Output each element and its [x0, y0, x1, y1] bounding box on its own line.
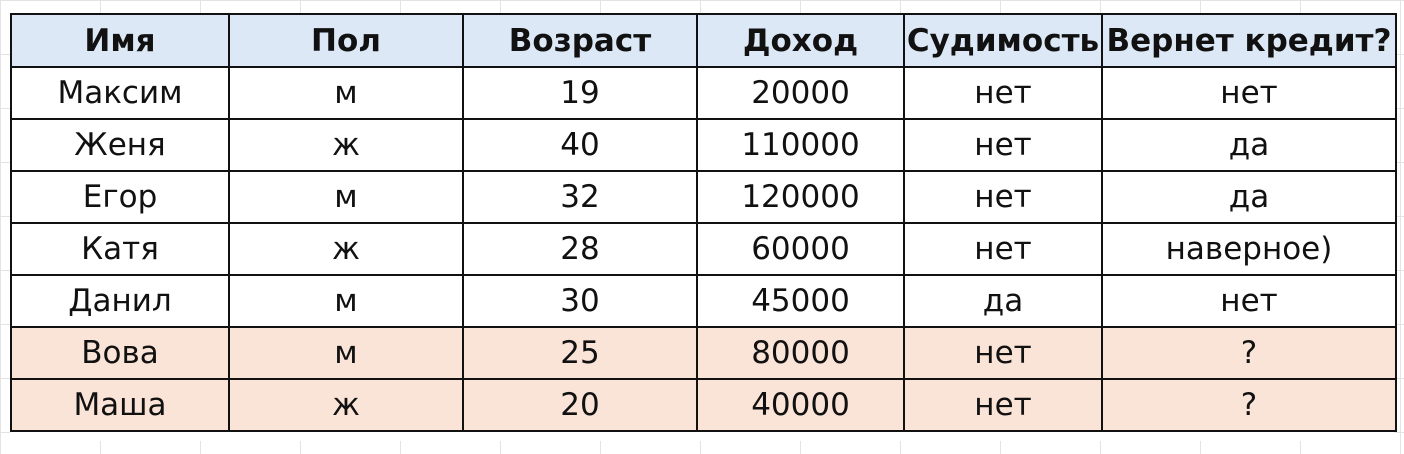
header-row: Имя Пол Возраст Доход Судимость Вернет к… — [10, 13, 1397, 68]
cell-income[interactable]: 120000 — [696, 170, 905, 224]
cell-conviction[interactable]: нет — [903, 66, 1103, 120]
cell-repay[interactable]: нет — [1101, 274, 1397, 328]
cell-conviction[interactable]: нет — [903, 222, 1103, 276]
cell-name[interactable]: Катя — [10, 222, 230, 276]
cell-repay[interactable]: ? — [1101, 378, 1397, 432]
cell-sex[interactable]: м — [228, 66, 464, 120]
cell-sex[interactable]: м — [228, 170, 464, 224]
cell-name[interactable]: Маша — [10, 378, 230, 432]
cell-repay[interactable]: да — [1101, 170, 1397, 224]
cell-conviction[interactable]: нет — [903, 118, 1103, 172]
cell-name[interactable]: Данил — [10, 274, 230, 328]
cell-income[interactable]: 20000 — [696, 66, 905, 120]
cell-name[interactable]: Максим — [10, 66, 230, 120]
cell-income[interactable]: 60000 — [696, 222, 905, 276]
cell-conviction[interactable]: нет — [903, 170, 1103, 224]
table-row: Егор м 32 120000 нет да — [10, 170, 1397, 224]
cell-income[interactable]: 45000 — [696, 274, 905, 328]
cell-age[interactable]: 20 — [462, 378, 698, 432]
cell-age[interactable]: 28 — [462, 222, 698, 276]
cell-sex[interactable]: ж — [228, 222, 464, 276]
cell-income[interactable]: 80000 — [696, 326, 905, 380]
cell-name[interactable]: Женя — [10, 118, 230, 172]
cell-conviction[interactable]: да — [903, 274, 1103, 328]
spreadsheet-table-area: Имя Пол Возраст Доход Судимость Вернет к… — [10, 13, 1397, 441]
cell-name[interactable]: Егор — [10, 170, 230, 224]
cell-conviction[interactable]: нет — [903, 378, 1103, 432]
credit-data-table: Имя Пол Возраст Доход Судимость Вернет к… — [10, 13, 1397, 432]
cell-sex[interactable]: ж — [228, 378, 464, 432]
cell-repay[interactable]: наверное) — [1101, 222, 1397, 276]
cell-sex[interactable]: ж — [228, 118, 464, 172]
cell-repay[interactable]: да — [1101, 118, 1397, 172]
header-sex[interactable]: Пол — [228, 13, 464, 68]
cell-income[interactable]: 40000 — [696, 378, 905, 432]
cell-sex[interactable]: м — [228, 326, 464, 380]
cell-income[interactable]: 110000 — [696, 118, 905, 172]
table-row: Вова м 25 80000 нет ? — [10, 326, 1397, 380]
header-age[interactable]: Возраст — [462, 13, 698, 68]
table-row: Максим м 19 20000 нет нет — [10, 66, 1397, 120]
cell-repay[interactable]: нет — [1101, 66, 1397, 120]
cell-repay[interactable]: ? — [1101, 326, 1397, 380]
cell-sex[interactable]: м — [228, 274, 464, 328]
cell-conviction[interactable]: нет — [903, 326, 1103, 380]
cell-age[interactable]: 19 — [462, 66, 698, 120]
cell-name[interactable]: Вова — [10, 326, 230, 380]
cell-age[interactable]: 30 — [462, 274, 698, 328]
header-conviction[interactable]: Судимость — [903, 13, 1103, 68]
cell-age[interactable]: 25 — [462, 326, 698, 380]
table-row: Катя ж 28 60000 нет наверное) — [10, 222, 1397, 276]
table-row: Данил м 30 45000 да нет — [10, 274, 1397, 328]
cell-age[interactable]: 32 — [462, 170, 698, 224]
header-income[interactable]: Доход — [696, 13, 905, 68]
table-row: Женя ж 40 110000 нет да — [10, 118, 1397, 172]
table-row: Маша ж 20 40000 нет ? — [10, 378, 1397, 432]
header-name[interactable]: Имя — [10, 13, 230, 68]
header-repay[interactable]: Вернет кредит? — [1101, 13, 1397, 68]
cell-age[interactable]: 40 — [462, 118, 698, 172]
